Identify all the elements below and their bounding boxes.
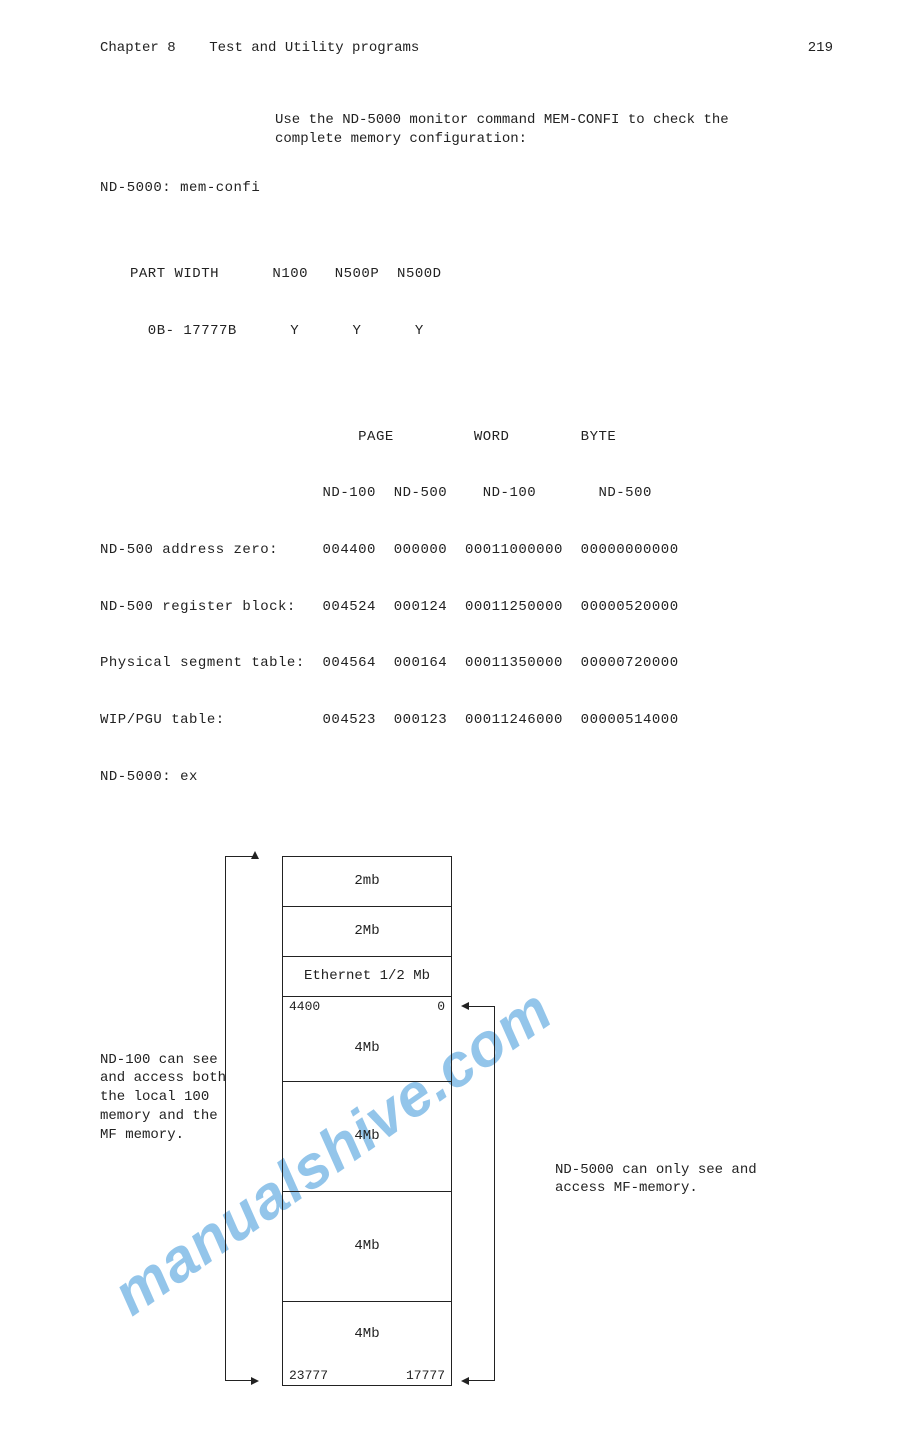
table-row: 0B- 17777B Y Y Y: [130, 322, 918, 341]
section-title: Test and Utility programs: [209, 40, 419, 56]
memory-box: 4Mb: [282, 1191, 452, 1301]
intro-line: complete memory configuration:: [275, 130, 918, 149]
memory-box: 2Mb: [282, 906, 452, 956]
memory-box: Ethernet 1/2 Mb: [282, 956, 452, 996]
right-caption: ND-5000 can only see and access MF-memor…: [555, 1161, 775, 1199]
part-width-table: PART WIDTH N100 N500P N500D 0B- 17777B Y…: [0, 228, 918, 360]
table-header: PAGE WORD BYTE: [100, 428, 918, 447]
memory-diagram: manualshive.com 2mb 2Mb Ethernet 1/2 Mb …: [0, 856, 918, 1436]
address-label: 17777: [406, 1368, 445, 1383]
table-row: ND-5000: ex: [100, 768, 918, 787]
memory-box: 4400 0 4Mb: [282, 996, 452, 1081]
table-header: ND-100 ND-500 ND-100 ND-500: [100, 484, 918, 503]
address-label: 23777: [289, 1368, 328, 1383]
table-row: PART WIDTH N100 N500P N500D: [130, 265, 918, 284]
page-number: 219: [808, 40, 833, 56]
memory-box-label: 2mb: [354, 873, 379, 889]
left-range-bracket: [225, 851, 260, 1386]
left-caption: ND-100 can see and access both the local…: [100, 1051, 230, 1145]
memory-box-label: 4Mb: [354, 1128, 379, 1144]
memory-box: 4Mb 23777 17777: [282, 1301, 452, 1386]
memory-box-label: 4Mb: [354, 1238, 379, 1254]
chapter-label: Chapter 8: [100, 40, 176, 56]
table-row: ND-500 register block: 004524 000124 000…: [100, 598, 918, 617]
table-row: ND-500 address zero: 004400 000000 00011…: [100, 541, 918, 560]
memory-box: 2mb: [282, 856, 452, 906]
intro-paragraph: Use the ND-5000 monitor command MEM-CONF…: [0, 111, 918, 149]
right-range-bracket: [460, 1001, 495, 1386]
memory-box-label: 4Mb: [354, 1302, 379, 1366]
address-table: PAGE WORD BYTE ND-100 ND-500 ND-100 ND-5…: [0, 390, 918, 806]
table-row: Physical segment table: 004564 000164 00…: [100, 654, 918, 673]
table-row: WIP/PGU table: 004523 000123 00011246000…: [100, 711, 918, 730]
memory-box-label: 2Mb: [354, 923, 379, 939]
memory-box-label: 4Mb: [354, 1016, 379, 1081]
command-prompt: ND-5000: mem-confi: [0, 179, 918, 198]
address-label: 0: [437, 999, 445, 1014]
memory-box: 4Mb: [282, 1081, 452, 1191]
address-label: 4400: [289, 999, 320, 1014]
intro-line: Use the ND-5000 monitor command MEM-CONF…: [275, 111, 918, 130]
memory-box-label: Ethernet 1/2 Mb: [304, 968, 430, 984]
page-header: Chapter 8 Test and Utility programs 219: [0, 40, 918, 56]
memory-stack: 2mb 2Mb Ethernet 1/2 Mb 4400 0 4Mb 4Mb 4…: [282, 856, 452, 1386]
